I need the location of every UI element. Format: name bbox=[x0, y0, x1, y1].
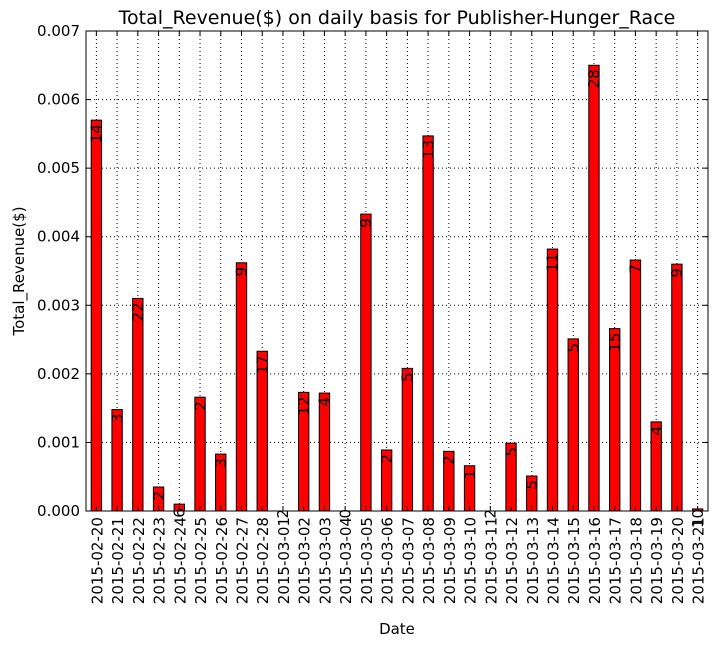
bar-label: 28 bbox=[585, 69, 603, 88]
bar-label: 5 bbox=[399, 372, 417, 382]
bars bbox=[90, 64, 704, 512]
bar bbox=[629, 259, 642, 512]
bar-label: 17 bbox=[253, 355, 271, 374]
x-tick-label: 2015-03-14 bbox=[545, 517, 563, 604]
bar-label: 10 bbox=[689, 509, 707, 528]
x-tick-label: 2015-03-05 bbox=[358, 517, 376, 604]
x-tick-label: 2015-03-07 bbox=[399, 517, 417, 604]
x-tick-label: 2015-03-09 bbox=[441, 517, 459, 604]
x-tick-label: 2015-03-17 bbox=[607, 517, 625, 604]
x-tick-label: 2015-03-18 bbox=[627, 517, 645, 604]
x-tick-label: 2015-02-23 bbox=[151, 517, 169, 604]
x-tick-label: 2015-03-20 bbox=[669, 517, 687, 604]
bar bbox=[360, 213, 372, 512]
bar-label: 5 bbox=[502, 447, 520, 457]
y-tick-label: 0.006 bbox=[37, 91, 80, 109]
x-tick-label: 2015-03-11 bbox=[482, 517, 500, 604]
bar-label: 12 bbox=[295, 396, 313, 415]
x-tick-label: 2015-02-27 bbox=[234, 517, 252, 604]
x-tick-label: 2015-02-20 bbox=[88, 517, 106, 604]
bar-label: 5 bbox=[564, 343, 582, 353]
bar-label: 2 bbox=[440, 455, 458, 465]
y-tick-label: 0.000 bbox=[37, 502, 80, 520]
bar-label: 2 bbox=[482, 509, 500, 519]
y-tick-label: 0.005 bbox=[37, 159, 80, 177]
bar bbox=[422, 135, 434, 512]
y-tick-label: 0.001 bbox=[37, 433, 80, 451]
bar-label: 4 bbox=[647, 426, 665, 436]
x-tick-label: 2015-03-12 bbox=[503, 517, 521, 604]
bar-label: 6 bbox=[171, 508, 189, 518]
bar bbox=[546, 248, 559, 512]
x-tick-label: 2015-03-15 bbox=[565, 517, 583, 604]
bar-label: 13 bbox=[419, 140, 437, 159]
y-tick-label: 0.003 bbox=[37, 296, 80, 314]
x-tick-label: 2015-03-16 bbox=[586, 517, 604, 604]
bar-label: 3 bbox=[108, 414, 126, 424]
x-tick-label: 2015-03-19 bbox=[648, 517, 666, 604]
x-axis-ticks: 2015-02-20 2015-02-21 2015-02-22 2015-02-23… bbox=[88, 31, 708, 604]
y-tick-label: 0.002 bbox=[37, 365, 80, 383]
bar-label: 1 bbox=[461, 470, 479, 480]
x-tick-label: 2015-03-08 bbox=[420, 517, 438, 604]
chart-title: Total_Revenue($) on daily basis for Publ… bbox=[118, 7, 676, 29]
bar-label: 3 bbox=[212, 458, 230, 468]
bar-label: 7 bbox=[627, 264, 645, 274]
x-tick-label: 2015-02-26 bbox=[213, 517, 231, 604]
bar-label: 14 bbox=[88, 124, 106, 143]
bar-label: 9 bbox=[233, 267, 251, 277]
bar-label: 9 bbox=[357, 218, 375, 228]
y-tick-label: 0.004 bbox=[37, 228, 80, 246]
bar bbox=[90, 119, 103, 512]
bar bbox=[235, 262, 248, 512]
x-tick-label: 2015-02-24 bbox=[171, 517, 189, 604]
x-tick-label: 2015-03-10 bbox=[462, 517, 480, 604]
x-tick-label: 2015-03-02 bbox=[296, 517, 314, 604]
bar-label: 5 bbox=[523, 480, 541, 490]
x-tick-label: 2015-02-25 bbox=[192, 517, 210, 604]
x-tick-label: 2015-03-13 bbox=[524, 517, 542, 604]
bar bbox=[132, 297, 144, 512]
bar-label: 15 bbox=[606, 333, 624, 352]
bar-label: 11 bbox=[544, 253, 562, 272]
y-axis-ticks: 0.000 0.001 0.002 0.003 0.004 0.005 0.006 0.007 bbox=[37, 22, 708, 520]
bar bbox=[609, 328, 621, 512]
plot-frame bbox=[85, 30, 709, 512]
bar-label: 22 bbox=[129, 302, 147, 321]
bar bbox=[318, 392, 331, 512]
x-tick-label: 2015-03-06 bbox=[379, 517, 397, 604]
x-tick-label: 2015-02-22 bbox=[130, 517, 148, 604]
bar bbox=[401, 367, 414, 512]
bar-label: 2 bbox=[191, 401, 209, 411]
bar bbox=[588, 64, 600, 512]
bar bbox=[111, 409, 123, 512]
x-tick-label: 2015-03-04 bbox=[337, 517, 355, 604]
bar bbox=[671, 263, 683, 512]
x-axis-label: Date bbox=[379, 620, 415, 638]
bar-label: 0 bbox=[336, 509, 354, 519]
bar-label: 9 bbox=[668, 268, 686, 278]
bar bbox=[567, 338, 579, 512]
x-tick-label: 2015-03-01 bbox=[275, 517, 293, 604]
bar-label: 2 bbox=[378, 454, 396, 464]
x-tick-label: 2015-02-21 bbox=[109, 517, 127, 604]
bar-label: 2 bbox=[274, 509, 292, 519]
x-tick-label: 2015-03-21 bbox=[690, 517, 708, 604]
y-axis-label: Total_Revenue($) bbox=[10, 206, 29, 336]
x-tick-label: 2015-03-03 bbox=[316, 517, 334, 604]
bar-label: 4 bbox=[316, 397, 334, 407]
x-tick-label: 2015-02-28 bbox=[254, 517, 272, 604]
y-tick-label: 0.007 bbox=[37, 22, 80, 40]
bar bbox=[194, 396, 206, 512]
bar-label: 2 bbox=[150, 491, 168, 501]
